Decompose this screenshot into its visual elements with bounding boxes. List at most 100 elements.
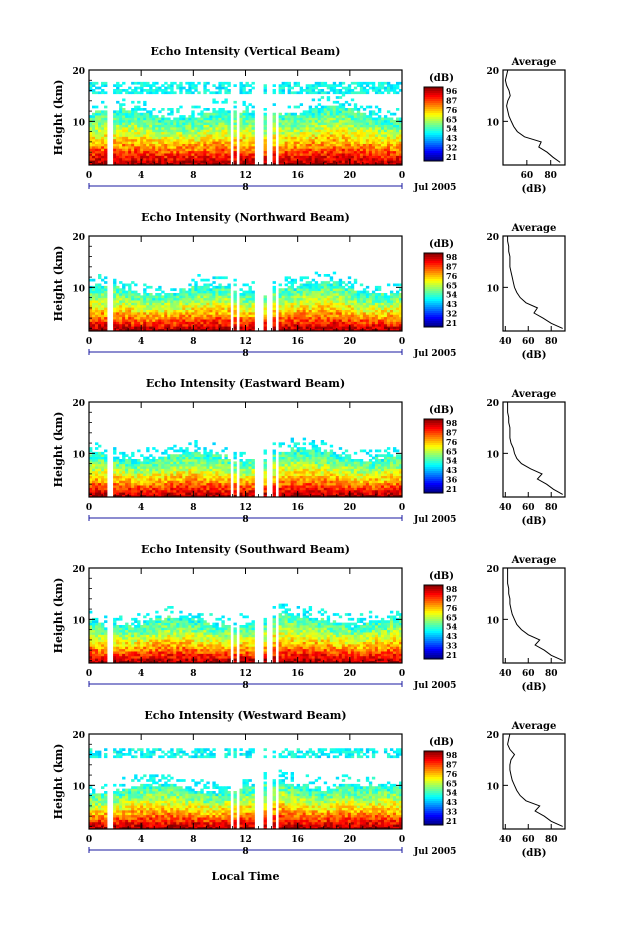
- echo-cell: [374, 302, 379, 306]
- echo-cell: [140, 307, 144, 310]
- echo-cell: [185, 81, 189, 85]
- echo-cell: [131, 150, 135, 154]
- echo-cell: [356, 316, 361, 320]
- echo-cell: [317, 300, 322, 303]
- echo-cell: [386, 124, 391, 128]
- echo-cell: [263, 302, 267, 306]
- echo-cell: [344, 297, 349, 301]
- echo-cell: [344, 112, 349, 116]
- echo-cell: [374, 148, 379, 152]
- echo-cell: [287, 285, 291, 289]
- echo-cell: [209, 153, 213, 156]
- echo-cell: [287, 81, 291, 85]
- echo-cell: [113, 84, 117, 87]
- echo-cell: [119, 312, 123, 315]
- echo-cell: [251, 316, 255, 320]
- echo-cell: [128, 119, 132, 123]
- echo-cell: [245, 122, 249, 125]
- echo-cell: [347, 119, 352, 123]
- echo-cell: [293, 148, 298, 152]
- echo-cell: [98, 143, 102, 147]
- colorbar-swatch: [424, 129, 443, 132]
- echo-cell: [164, 138, 168, 142]
- echo-cell: [95, 456, 99, 460]
- echo-cell: [89, 321, 93, 325]
- echo-cell: [137, 143, 141, 147]
- echo-cell: [125, 316, 129, 320]
- echo-cell: [272, 138, 276, 142]
- echo-cell: [386, 312, 391, 315]
- echo-cell: [317, 314, 322, 318]
- echo-cell: [239, 314, 243, 318]
- echo-cell: [104, 127, 108, 130]
- echo-cell: [368, 131, 373, 135]
- echo-cell: [101, 307, 105, 310]
- echo-cell: [311, 293, 316, 296]
- echo-cell: [128, 160, 132, 163]
- echo-cell: [170, 141, 174, 144]
- echo-cell: [212, 319, 216, 322]
- echo-cell: [143, 482, 147, 486]
- echo-cell: [305, 312, 310, 315]
- echo-cell: [119, 117, 123, 121]
- colorbar-swatch: [424, 93, 443, 96]
- echo-cell: [113, 131, 117, 135]
- echo-cell: [335, 129, 340, 133]
- echo-cell: [143, 124, 147, 128]
- echo-cell: [131, 492, 135, 495]
- echo-cell: [155, 127, 159, 130]
- colorbar-swatch: [424, 265, 443, 268]
- echo-cell: [302, 124, 307, 128]
- echo-cell: [329, 131, 334, 135]
- echo-cell: [200, 323, 204, 327]
- echo-cell: [134, 108, 138, 111]
- echo-cell: [182, 312, 186, 315]
- echo-cell: [194, 321, 198, 325]
- echo-cell: [263, 148, 267, 152]
- echo-cell: [374, 328, 379, 332]
- echo-cell: [320, 328, 325, 332]
- echo-cell: [239, 148, 243, 152]
- echo-cell: [122, 290, 126, 294]
- echo-cell: [296, 117, 301, 121]
- echo-cell: [101, 89, 105, 92]
- echo-cell: [101, 136, 105, 140]
- echo-cell: [179, 119, 183, 123]
- echo-cell: [215, 314, 219, 318]
- echo-cell: [314, 143, 319, 147]
- echo-cell: [203, 108, 207, 111]
- echo-cell: [383, 326, 388, 329]
- echo-cell: [176, 162, 180, 166]
- echo-cell: [368, 136, 373, 140]
- echo-cell: [149, 285, 153, 289]
- echo-cell: [359, 316, 364, 320]
- echo-cell: [239, 153, 243, 156]
- echo-cell: [353, 134, 358, 137]
- echo-cell: [341, 112, 346, 116]
- echo-cell: [320, 162, 325, 166]
- echo-cell: [323, 84, 328, 87]
- echo-cell: [302, 117, 307, 121]
- echo-cell: [170, 122, 174, 125]
- echo-cell: [137, 160, 141, 163]
- echo-cell: [335, 124, 340, 128]
- echo-cell: [215, 153, 219, 156]
- echo-cell: [320, 134, 325, 137]
- echo-cell: [206, 141, 210, 144]
- echo-cell: [239, 288, 243, 291]
- echo-cell: [281, 297, 285, 301]
- echo-cell: [128, 110, 132, 114]
- echo-cell: [347, 285, 352, 289]
- echo-cell: [398, 150, 403, 154]
- echo-cell: [350, 304, 355, 308]
- echo-cell: [272, 316, 276, 320]
- echo-cell: [392, 119, 397, 123]
- echo-cell: [203, 119, 207, 123]
- echo-cell: [323, 124, 328, 128]
- echo-cell: [164, 461, 168, 465]
- echo-cell: [314, 314, 319, 318]
- echo-cell: [287, 160, 291, 163]
- echo-cell: [191, 293, 195, 296]
- echo-cell: [89, 295, 93, 299]
- echo-cell: [326, 84, 331, 87]
